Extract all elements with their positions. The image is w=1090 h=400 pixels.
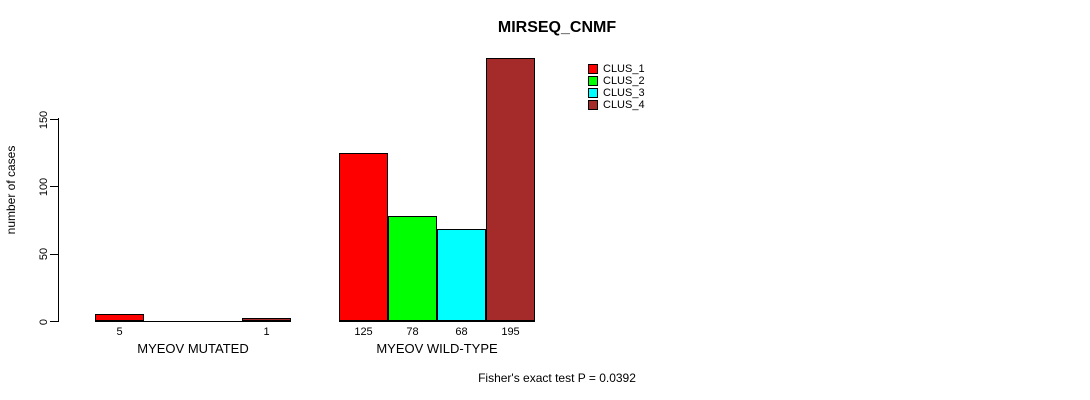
legend-item-clus_2: CLUS_2 [588, 75, 645, 87]
y-tick-label: 0 [38, 318, 50, 325]
annotation-fisher-test: Fisher's exact test P = 0.0392 [478, 371, 636, 385]
bar-clus_4-mutated [242, 318, 291, 321]
bar-value-label: 78 [406, 326, 419, 338]
y-tick [50, 253, 59, 255]
bar-clus_4-wildtype [486, 58, 535, 321]
legend: CLUS_1 CLUS_2 CLUS_3 CLUS_4 [588, 63, 645, 111]
bar-clus_2-wildtype [388, 215, 437, 321]
bar-value-label: 5 [116, 326, 123, 338]
y-tick [50, 186, 59, 188]
legend-label: CLUS_2 [603, 75, 645, 87]
y-tick-label: 150 [38, 110, 50, 129]
bar-value-label: 1 [263, 326, 270, 338]
bar-value-label: 195 [501, 326, 520, 338]
y-tick [50, 119, 59, 120]
legend-swatch-icon [588, 100, 598, 110]
legend-label: CLUS_3 [603, 87, 645, 99]
legend-item-clus_3: CLUS_3 [588, 87, 645, 99]
legend-label: CLUS_4 [603, 99, 645, 111]
chart-title: MIRSEQ_CNMF [497, 19, 617, 36]
x-group-label-wildtype: MYEOV WILD-TYPE [376, 341, 498, 356]
legend-swatch-icon [588, 64, 598, 74]
legend-item-clus_1: CLUS_1 [588, 63, 645, 75]
y-axis-title: number of cases [4, 145, 18, 235]
legend-swatch-icon [588, 76, 598, 86]
bar-value-label: 125 [354, 326, 373, 338]
y-axis-line [58, 118, 59, 322]
x-group-label-mutated: MYEOV MUTATED [137, 341, 249, 356]
legend-swatch-icon [588, 88, 598, 98]
legend-item-clus_4: CLUS_4 [588, 99, 645, 111]
group-baseline [339, 321, 535, 322]
y-tick [50, 321, 59, 322]
bar-clus_3-wildtype [437, 229, 486, 321]
bar-clus_1-wildtype [339, 152, 388, 321]
bar-clus_1-mutated [95, 314, 144, 321]
group-baseline [95, 321, 291, 322]
y-tick-label: 50 [38, 248, 50, 261]
legend-label: CLUS_1 [603, 63, 645, 75]
y-tick-label: 100 [38, 177, 50, 197]
bar-value-label: 68 [455, 326, 468, 338]
